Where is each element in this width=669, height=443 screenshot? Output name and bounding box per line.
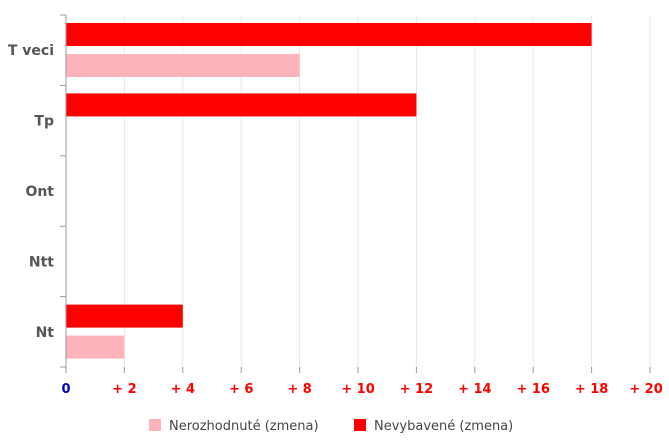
x-tick-label: + 14 bbox=[458, 382, 492, 397]
axes bbox=[60, 14, 651, 373]
bar-nt-nerozhodnute[interactable] bbox=[66, 335, 125, 359]
x-tick-label: 0 bbox=[61, 382, 70, 397]
bar-tp-nevybavene[interactable] bbox=[66, 93, 417, 117]
x-tick-label: + 4 bbox=[171, 382, 195, 397]
category-label: Ont bbox=[25, 184, 54, 200]
x-tick-label: + 18 bbox=[575, 382, 609, 397]
legend-label[interactable]: Nevybavené (zmena) bbox=[374, 419, 513, 434]
x-tick-label: + 10 bbox=[341, 382, 375, 397]
x-tick-label: + 20 bbox=[629, 382, 663, 397]
x-tick-label: + 8 bbox=[287, 382, 311, 397]
x-tick-label: + 2 bbox=[112, 382, 136, 397]
x-tick-label: + 12 bbox=[400, 382, 434, 397]
category-label: Nt bbox=[36, 325, 55, 341]
bar-nt-nevybavene[interactable] bbox=[66, 304, 183, 328]
legend-swatch[interactable] bbox=[149, 419, 161, 431]
legend[interactable]: Nerozhodnuté (zmena) Nevybavené (zmena) bbox=[149, 419, 513, 434]
category-labels: T veci Tp Ont Ntt Nt bbox=[8, 43, 54, 341]
category-label: Tp bbox=[34, 114, 54, 130]
legend-swatch[interactable] bbox=[354, 419, 366, 431]
bars bbox=[66, 23, 592, 359]
bar-t-veci-nerozhodnute[interactable] bbox=[66, 54, 300, 77]
x-tick-label: + 6 bbox=[229, 382, 253, 397]
legend-label[interactable]: Nerozhodnuté (zmena) bbox=[169, 419, 319, 434]
x-tick-label: + 16 bbox=[516, 382, 550, 397]
category-label: Ntt bbox=[29, 254, 54, 270]
bar-t-veci-nevybavene[interactable] bbox=[66, 23, 592, 46]
x-tick-labels: 0 + 2 + 4 + 6 + 8 + 10 + 12 + 14 + 16 + 18 + 20 bbox=[61, 382, 662, 397]
category-label: T veci bbox=[8, 43, 54, 59]
